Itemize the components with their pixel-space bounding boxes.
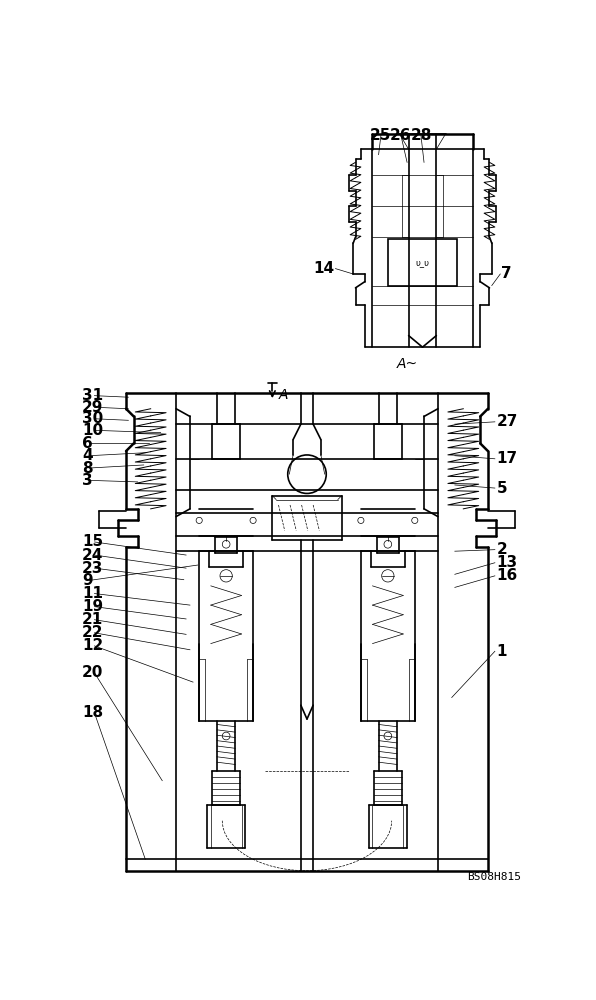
Text: 1: 1	[496, 644, 507, 659]
Text: 17: 17	[496, 451, 517, 466]
Text: 21: 21	[82, 612, 103, 627]
Text: 9: 9	[82, 573, 93, 588]
Text: 25: 25	[370, 128, 392, 143]
Text: 12: 12	[82, 638, 103, 653]
Text: 14: 14	[313, 261, 334, 276]
Text: 29: 29	[82, 400, 104, 415]
Text: 23: 23	[82, 561, 104, 576]
Bar	[388, 239, 457, 286]
Text: 16: 16	[496, 568, 518, 583]
Text: 15: 15	[82, 534, 103, 549]
Text: 18: 18	[82, 705, 103, 720]
Text: 13: 13	[496, 555, 517, 570]
Text: BS08H815: BS08H815	[467, 872, 521, 882]
Text: 22: 22	[82, 625, 104, 640]
Text: υ_υ: υ_υ	[415, 258, 430, 267]
Text: 4: 4	[82, 448, 93, 463]
Text: 26: 26	[390, 128, 412, 143]
Text: 20: 20	[82, 665, 104, 680]
Text: A~: A~	[396, 357, 418, 371]
Text: 6: 6	[82, 436, 93, 451]
Text: 7: 7	[501, 266, 511, 282]
Text: 3: 3	[82, 473, 93, 488]
Text: 11: 11	[82, 586, 103, 601]
Text: 19: 19	[82, 599, 103, 614]
Text: A: A	[278, 388, 288, 402]
Text: 30: 30	[82, 411, 103, 426]
Text: 10: 10	[82, 423, 103, 438]
Text: 31: 31	[82, 388, 103, 403]
Text: 5: 5	[496, 481, 507, 496]
Text: 24: 24	[82, 548, 104, 563]
Text: 27: 27	[496, 414, 518, 429]
Text: 8: 8	[82, 461, 93, 476]
Text: 2: 2	[496, 542, 507, 557]
Text: 28: 28	[410, 128, 432, 143]
